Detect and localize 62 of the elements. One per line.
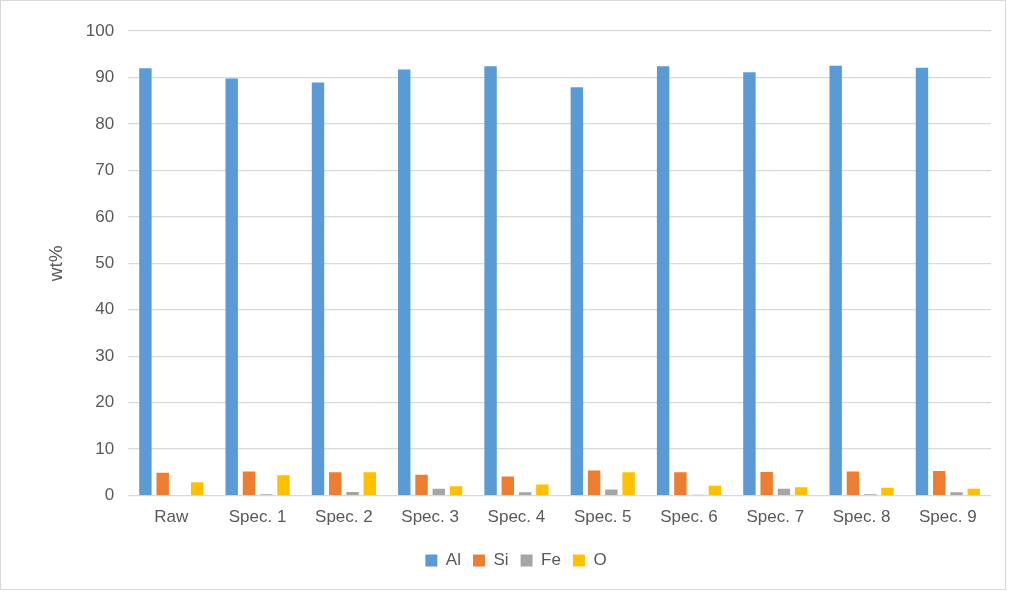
y-tick-label: 90 (95, 67, 115, 87)
x-tick-label: Spec. 4 (487, 507, 546, 527)
bar (346, 491, 359, 495)
x-tick-label: Spec. 3 (401, 507, 459, 527)
bar (605, 489, 618, 495)
x-tick-label: Spec. 2 (315, 507, 373, 527)
bar (484, 66, 497, 495)
bar (915, 67, 929, 495)
x-tick-label: Spec. 9 (919, 507, 977, 527)
bar (277, 475, 290, 495)
bar (139, 68, 152, 495)
bar (536, 484, 549, 495)
bar (777, 488, 791, 495)
bar (570, 87, 584, 495)
bar (881, 487, 894, 495)
bar (449, 486, 463, 495)
bar (225, 78, 238, 495)
bar (156, 472, 169, 495)
bar (501, 476, 515, 495)
x-tick-label: Raw (154, 507, 190, 527)
bar (518, 492, 532, 495)
y-tick-label: 80 (95, 113, 115, 133)
y-tick-label: 50 (95, 252, 115, 272)
bar (656, 66, 670, 495)
bar (708, 485, 722, 495)
legend-label: Fe (541, 550, 561, 570)
x-tick-label: Spec. 5 (573, 507, 632, 527)
bar (622, 472, 635, 495)
legend-label: Si (493, 550, 509, 570)
bar (363, 472, 376, 495)
bar (829, 65, 842, 495)
legend-label: O (593, 550, 607, 570)
y-axis-title: wt% (44, 245, 66, 283)
bar (242, 471, 256, 495)
bar (398, 69, 411, 495)
x-tick-label: Spec. 1 (228, 507, 287, 527)
bar (967, 488, 980, 495)
bar (432, 488, 445, 495)
y-tick-label: 70 (95, 160, 115, 180)
y-tick-label: 10 (95, 438, 115, 458)
legend-label: Al (445, 550, 461, 570)
bar (950, 492, 963, 495)
bar (415, 474, 428, 495)
bar (743, 72, 756, 495)
bar (760, 471, 773, 495)
y-tick-label: 30 (95, 345, 115, 365)
bar (190, 482, 204, 495)
bar (311, 82, 325, 495)
bar (587, 470, 601, 495)
y-tick-label: 20 (95, 392, 115, 412)
x-tick-label: Spec. 7 (746, 507, 805, 527)
y-tick-label: 60 (95, 206, 115, 226)
x-tick-label: Spec. 8 (832, 507, 891, 527)
bar (846, 471, 860, 495)
y-tick-label: 0 (104, 485, 115, 505)
bar (933, 470, 946, 495)
y-tick-label: 40 (95, 299, 115, 319)
x-tick-label: Spec. 6 (660, 507, 718, 527)
bar (329, 472, 342, 495)
y-tick-label: 100 (85, 20, 115, 40)
bar (674, 472, 687, 495)
bar (794, 487, 808, 495)
